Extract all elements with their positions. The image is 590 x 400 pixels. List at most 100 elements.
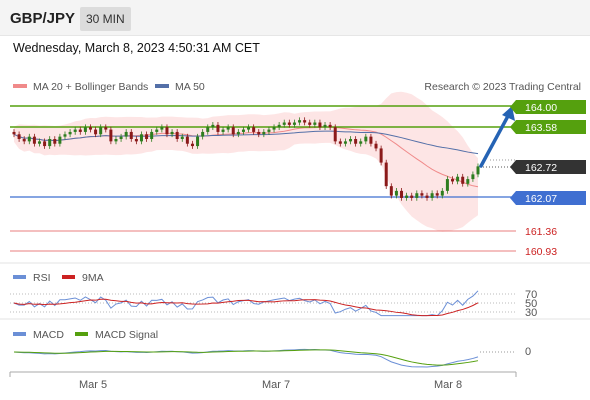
support-1-tag-tip bbox=[510, 191, 516, 205]
candle-body bbox=[160, 127, 164, 130]
candle-body bbox=[58, 136, 62, 144]
rsi-ma-legend-swatch bbox=[62, 275, 75, 279]
macd-signal-legend-label: MACD Signal bbox=[95, 329, 158, 341]
candle-body bbox=[145, 134, 149, 140]
candle-body bbox=[206, 127, 210, 132]
candle-body bbox=[272, 127, 276, 130]
candle-body bbox=[99, 127, 103, 135]
resistance-2-tag bbox=[516, 100, 586, 114]
rsi-legend-label: RSI bbox=[33, 272, 51, 284]
candle-body bbox=[313, 122, 317, 125]
x-label-mar5: Mar 5 bbox=[79, 379, 107, 391]
candle-body bbox=[68, 131, 72, 135]
candles-group bbox=[12, 117, 480, 201]
current-price-tag bbox=[516, 160, 586, 174]
timeframe-button[interactable]: 30 MIN bbox=[80, 7, 131, 31]
bollinger-band bbox=[14, 91, 478, 232]
candle-body bbox=[267, 129, 271, 132]
candle-body bbox=[359, 141, 363, 144]
candle-body bbox=[83, 127, 87, 132]
candle-body bbox=[190, 143, 194, 147]
candle-body bbox=[119, 136, 123, 140]
candle-body bbox=[451, 179, 455, 182]
candle-body bbox=[440, 190, 444, 196]
candle-body bbox=[430, 193, 434, 198]
candle-body bbox=[374, 143, 378, 149]
candle-body bbox=[78, 129, 82, 132]
support-2-label: 161.36 bbox=[525, 226, 557, 238]
candle-body bbox=[114, 139, 118, 142]
candle-body bbox=[129, 131, 133, 140]
candle-body bbox=[94, 129, 98, 135]
candle-body bbox=[349, 139, 353, 142]
candle-body bbox=[364, 136, 368, 142]
candle-body bbox=[43, 141, 47, 147]
candle-body bbox=[262, 131, 266, 135]
candle-body bbox=[170, 131, 174, 135]
forecast-arrow-shaft bbox=[479, 114, 510, 168]
candle-body bbox=[328, 124, 332, 128]
support-3-label: 160.93 bbox=[525, 246, 557, 258]
candle-body bbox=[323, 124, 327, 128]
forecast-arrow-head bbox=[502, 106, 515, 121]
current-price-tag-tip bbox=[510, 160, 516, 174]
candle-body bbox=[27, 136, 31, 142]
candle-body bbox=[241, 129, 245, 132]
candle-body bbox=[425, 195, 429, 198]
rsi-line bbox=[13, 290, 479, 317]
candle-body bbox=[252, 127, 256, 132]
candle-body bbox=[139, 134, 143, 142]
candle-body bbox=[155, 129, 159, 132]
candle-body bbox=[282, 122, 286, 125]
x-label-mar7: Mar 7 bbox=[262, 379, 290, 391]
candle-body bbox=[343, 141, 347, 144]
candle-body bbox=[384, 162, 388, 187]
candle-body bbox=[354, 139, 358, 144]
candle-body bbox=[226, 127, 230, 130]
candle-body bbox=[221, 129, 225, 132]
candle-body bbox=[466, 179, 470, 184]
rsi-tick-30: 30 bbox=[525, 307, 537, 319]
candle-body bbox=[196, 136, 200, 147]
candle-body bbox=[37, 141, 41, 144]
rsi-tick-50: 50 bbox=[525, 298, 537, 310]
ma50-legend-swatch bbox=[155, 84, 169, 88]
rsi-ma-line bbox=[13, 298, 479, 317]
candle-body bbox=[247, 127, 251, 130]
candle-body bbox=[48, 139, 52, 147]
copyright-text: Research © 2023 Trading Central bbox=[424, 81, 581, 93]
macd-signal-line bbox=[13, 349, 479, 366]
rsi-legend-swatch bbox=[13, 275, 26, 279]
chart-datetime: Wednesday, March 8, 2023 4:50:31 AM CET bbox=[13, 41, 260, 55]
candle-body bbox=[104, 127, 108, 130]
current-price-label: 162.72 bbox=[525, 162, 557, 174]
candle-body bbox=[318, 122, 322, 128]
candle-body bbox=[308, 122, 312, 125]
candle-body bbox=[333, 127, 337, 142]
candle-body bbox=[185, 136, 189, 144]
candle-body bbox=[124, 131, 128, 137]
candle-body bbox=[211, 124, 215, 128]
candle-body bbox=[287, 122, 291, 125]
candle-body bbox=[394, 190, 398, 196]
candle-body bbox=[298, 120, 302, 123]
candle-body bbox=[73, 129, 77, 132]
macd-tick-0: 0 bbox=[525, 346, 531, 358]
candle-body bbox=[303, 120, 307, 123]
ma50-legend-label: MA 50 bbox=[175, 81, 205, 93]
rsi-ma-legend-label: 9MA bbox=[82, 272, 104, 284]
rsi-tick-70: 70 bbox=[525, 289, 537, 301]
x-label-mar8: Mar 8 bbox=[434, 379, 462, 391]
candle-body bbox=[165, 127, 169, 135]
candle-body bbox=[400, 190, 404, 198]
macd-signal-legend-swatch bbox=[75, 332, 88, 336]
resistance-1-tag-tip bbox=[510, 120, 516, 134]
candle-body bbox=[12, 131, 16, 135]
candle-body bbox=[389, 186, 393, 196]
candle-body bbox=[150, 131, 154, 140]
candle-body bbox=[53, 139, 57, 144]
ma50-line bbox=[13, 130, 479, 155]
resistance-1-label: 163.58 bbox=[525, 122, 557, 134]
top-bar: GBP/JPY 30 MIN bbox=[0, 0, 590, 36]
